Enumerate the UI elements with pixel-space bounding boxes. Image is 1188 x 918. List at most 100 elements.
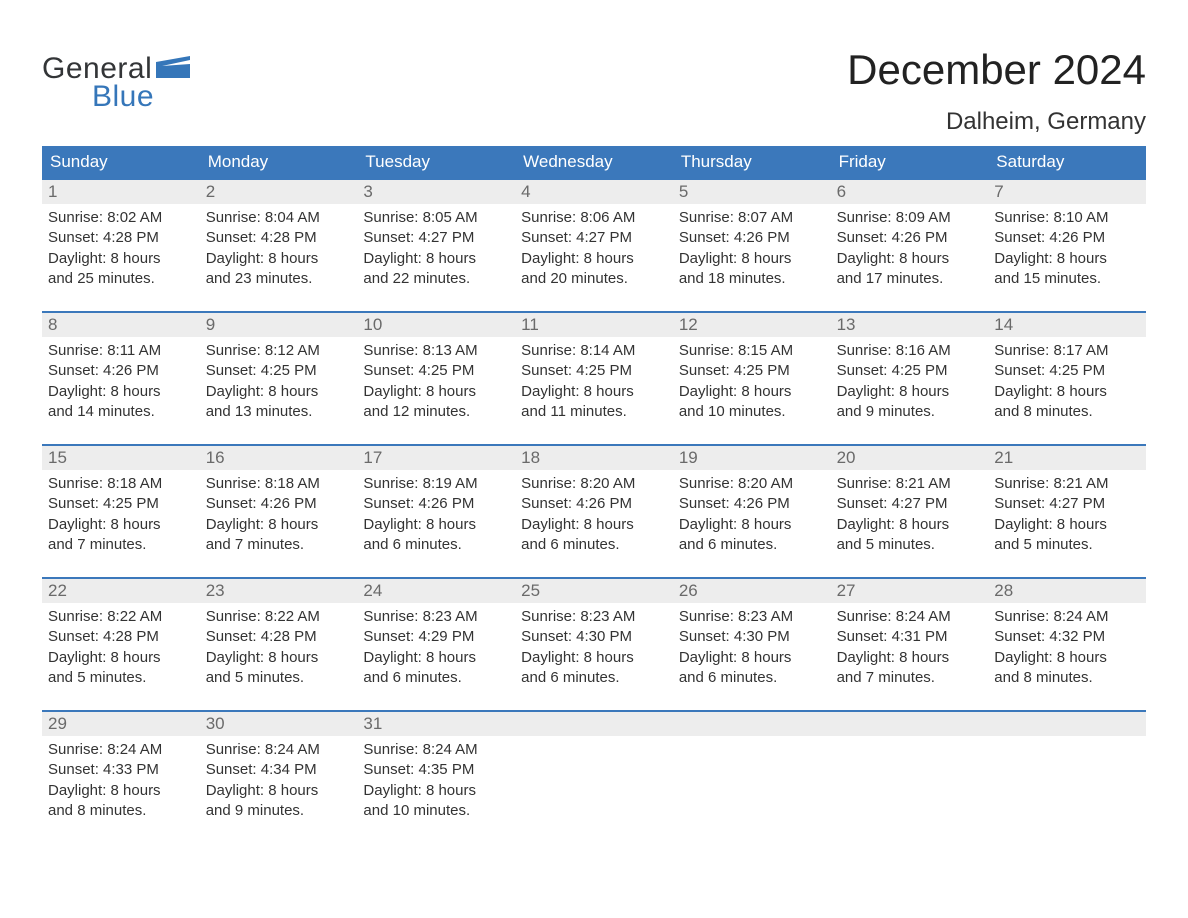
day-cell: 14Sunrise: 8:17 AMSunset: 4:25 PMDayligh… — [988, 313, 1146, 428]
sunrise-text: Sunrise: 8:20 AM — [521, 474, 667, 494]
day-number: 7 — [988, 180, 1146, 204]
day-cell — [831, 712, 989, 827]
day-details: Sunrise: 8:24 AMSunset: 4:32 PMDaylight:… — [988, 603, 1146, 688]
day-details: Sunrise: 8:13 AMSunset: 4:25 PMDaylight:… — [357, 337, 515, 422]
daylight-line1: Daylight: 8 hours — [837, 249, 983, 269]
day-cell — [673, 712, 831, 827]
sunset-text: Sunset: 4:27 PM — [521, 228, 667, 248]
sunset-text: Sunset: 4:26 PM — [994, 228, 1140, 248]
weekday-header: Tuesday — [357, 146, 515, 178]
daylight-line2: and 6 minutes. — [363, 668, 509, 688]
sunrise-text: Sunrise: 8:24 AM — [994, 607, 1140, 627]
day-details: Sunrise: 8:11 AMSunset: 4:26 PMDaylight:… — [42, 337, 200, 422]
day-details: Sunrise: 8:21 AMSunset: 4:27 PMDaylight:… — [988, 470, 1146, 555]
brand-logo: General Blue — [42, 52, 190, 114]
day-details: Sunrise: 8:06 AMSunset: 4:27 PMDaylight:… — [515, 204, 673, 289]
sunrise-text: Sunrise: 8:09 AM — [837, 208, 983, 228]
location-subtitle: Dalheim, Germany — [847, 108, 1146, 136]
daylight-line1: Daylight: 8 hours — [679, 515, 825, 535]
sunset-text: Sunset: 4:28 PM — [48, 627, 194, 647]
title-block: December 2024 Dalheim, Germany — [847, 28, 1146, 136]
daylight-line1: Daylight: 8 hours — [48, 781, 194, 801]
day-cell: 27Sunrise: 8:24 AMSunset: 4:31 PMDayligh… — [831, 579, 989, 694]
daylight-line1: Daylight: 8 hours — [206, 249, 352, 269]
day-number: 17 — [357, 446, 515, 470]
week-row: 29Sunrise: 8:24 AMSunset: 4:33 PMDayligh… — [42, 710, 1146, 827]
daylight-line1: Daylight: 8 hours — [48, 515, 194, 535]
day-cell: 1Sunrise: 8:02 AMSunset: 4:28 PMDaylight… — [42, 180, 200, 295]
day-cell: 22Sunrise: 8:22 AMSunset: 4:28 PMDayligh… — [42, 579, 200, 694]
day-number: 9 — [200, 313, 358, 337]
sunset-text: Sunset: 4:26 PM — [206, 494, 352, 514]
day-number: 25 — [515, 579, 673, 603]
sunrise-text: Sunrise: 8:22 AM — [48, 607, 194, 627]
day-cell: 11Sunrise: 8:14 AMSunset: 4:25 PMDayligh… — [515, 313, 673, 428]
daylight-line2: and 14 minutes. — [48, 402, 194, 422]
day-number: 24 — [357, 579, 515, 603]
daylight-line1: Daylight: 8 hours — [679, 249, 825, 269]
daylight-line1: Daylight: 8 hours — [363, 515, 509, 535]
daylight-line2: and 12 minutes. — [363, 402, 509, 422]
weekday-header: Thursday — [673, 146, 831, 178]
daylight-line2: and 23 minutes. — [206, 269, 352, 289]
daylight-line1: Daylight: 8 hours — [206, 648, 352, 668]
sunset-text: Sunset: 4:25 PM — [837, 361, 983, 381]
daylight-line1: Daylight: 8 hours — [521, 249, 667, 269]
sunrise-text: Sunrise: 8:24 AM — [363, 740, 509, 760]
sunset-text: Sunset: 4:30 PM — [521, 627, 667, 647]
daylight-line2: and 8 minutes. — [994, 668, 1140, 688]
daylight-line1: Daylight: 8 hours — [363, 382, 509, 402]
day-details: Sunrise: 8:23 AMSunset: 4:30 PMDaylight:… — [515, 603, 673, 688]
week-row: 15Sunrise: 8:18 AMSunset: 4:25 PMDayligh… — [42, 444, 1146, 561]
day-details: Sunrise: 8:16 AMSunset: 4:25 PMDaylight:… — [831, 337, 989, 422]
sunset-text: Sunset: 4:26 PM — [48, 361, 194, 381]
day-details: Sunrise: 8:12 AMSunset: 4:25 PMDaylight:… — [200, 337, 358, 422]
sunrise-text: Sunrise: 8:21 AM — [994, 474, 1140, 494]
day-number: 29 — [42, 712, 200, 736]
day-details: Sunrise: 8:18 AMSunset: 4:25 PMDaylight:… — [42, 470, 200, 555]
daylight-line2: and 7 minutes. — [48, 535, 194, 555]
day-number: 4 — [515, 180, 673, 204]
sunrise-text: Sunrise: 8:18 AM — [48, 474, 194, 494]
daylight-line2: and 6 minutes. — [679, 668, 825, 688]
daylight-line1: Daylight: 8 hours — [48, 249, 194, 269]
sunrise-text: Sunrise: 8:05 AM — [363, 208, 509, 228]
day-details: Sunrise: 8:24 AMSunset: 4:35 PMDaylight:… — [357, 736, 515, 821]
daylight-line1: Daylight: 8 hours — [994, 249, 1140, 269]
sunrise-text: Sunrise: 8:18 AM — [206, 474, 352, 494]
day-cell — [988, 712, 1146, 827]
day-number: 6 — [831, 180, 989, 204]
daylight-line1: Daylight: 8 hours — [363, 648, 509, 668]
day-details: Sunrise: 8:17 AMSunset: 4:25 PMDaylight:… — [988, 337, 1146, 422]
day-number: 27 — [831, 579, 989, 603]
day-number: 8 — [42, 313, 200, 337]
daylight-line1: Daylight: 8 hours — [206, 382, 352, 402]
day-details: Sunrise: 8:15 AMSunset: 4:25 PMDaylight:… — [673, 337, 831, 422]
day-cell: 24Sunrise: 8:23 AMSunset: 4:29 PMDayligh… — [357, 579, 515, 694]
sunrise-text: Sunrise: 8:23 AM — [521, 607, 667, 627]
day-number: 26 — [673, 579, 831, 603]
day-details: Sunrise: 8:02 AMSunset: 4:28 PMDaylight:… — [42, 204, 200, 289]
day-cell: 17Sunrise: 8:19 AMSunset: 4:26 PMDayligh… — [357, 446, 515, 561]
flag-icon — [156, 56, 190, 78]
day-cell: 16Sunrise: 8:18 AMSunset: 4:26 PMDayligh… — [200, 446, 358, 561]
day-number: 5 — [673, 180, 831, 204]
sunrise-text: Sunrise: 8:11 AM — [48, 341, 194, 361]
day-cell: 20Sunrise: 8:21 AMSunset: 4:27 PMDayligh… — [831, 446, 989, 561]
day-number: 12 — [673, 313, 831, 337]
day-cell: 15Sunrise: 8:18 AMSunset: 4:25 PMDayligh… — [42, 446, 200, 561]
day-details: Sunrise: 8:23 AMSunset: 4:30 PMDaylight:… — [673, 603, 831, 688]
daylight-line2: and 5 minutes. — [994, 535, 1140, 555]
daylight-line1: Daylight: 8 hours — [994, 515, 1140, 535]
daylight-line1: Daylight: 8 hours — [48, 382, 194, 402]
day-cell: 26Sunrise: 8:23 AMSunset: 4:30 PMDayligh… — [673, 579, 831, 694]
sunset-text: Sunset: 4:26 PM — [679, 494, 825, 514]
day-number: 10 — [357, 313, 515, 337]
day-cell: 3Sunrise: 8:05 AMSunset: 4:27 PMDaylight… — [357, 180, 515, 295]
sunrise-text: Sunrise: 8:04 AM — [206, 208, 352, 228]
daylight-line1: Daylight: 8 hours — [48, 648, 194, 668]
sunset-text: Sunset: 4:27 PM — [837, 494, 983, 514]
day-cell: 2Sunrise: 8:04 AMSunset: 4:28 PMDaylight… — [200, 180, 358, 295]
sunset-text: Sunset: 4:27 PM — [363, 228, 509, 248]
sunrise-text: Sunrise: 8:06 AM — [521, 208, 667, 228]
